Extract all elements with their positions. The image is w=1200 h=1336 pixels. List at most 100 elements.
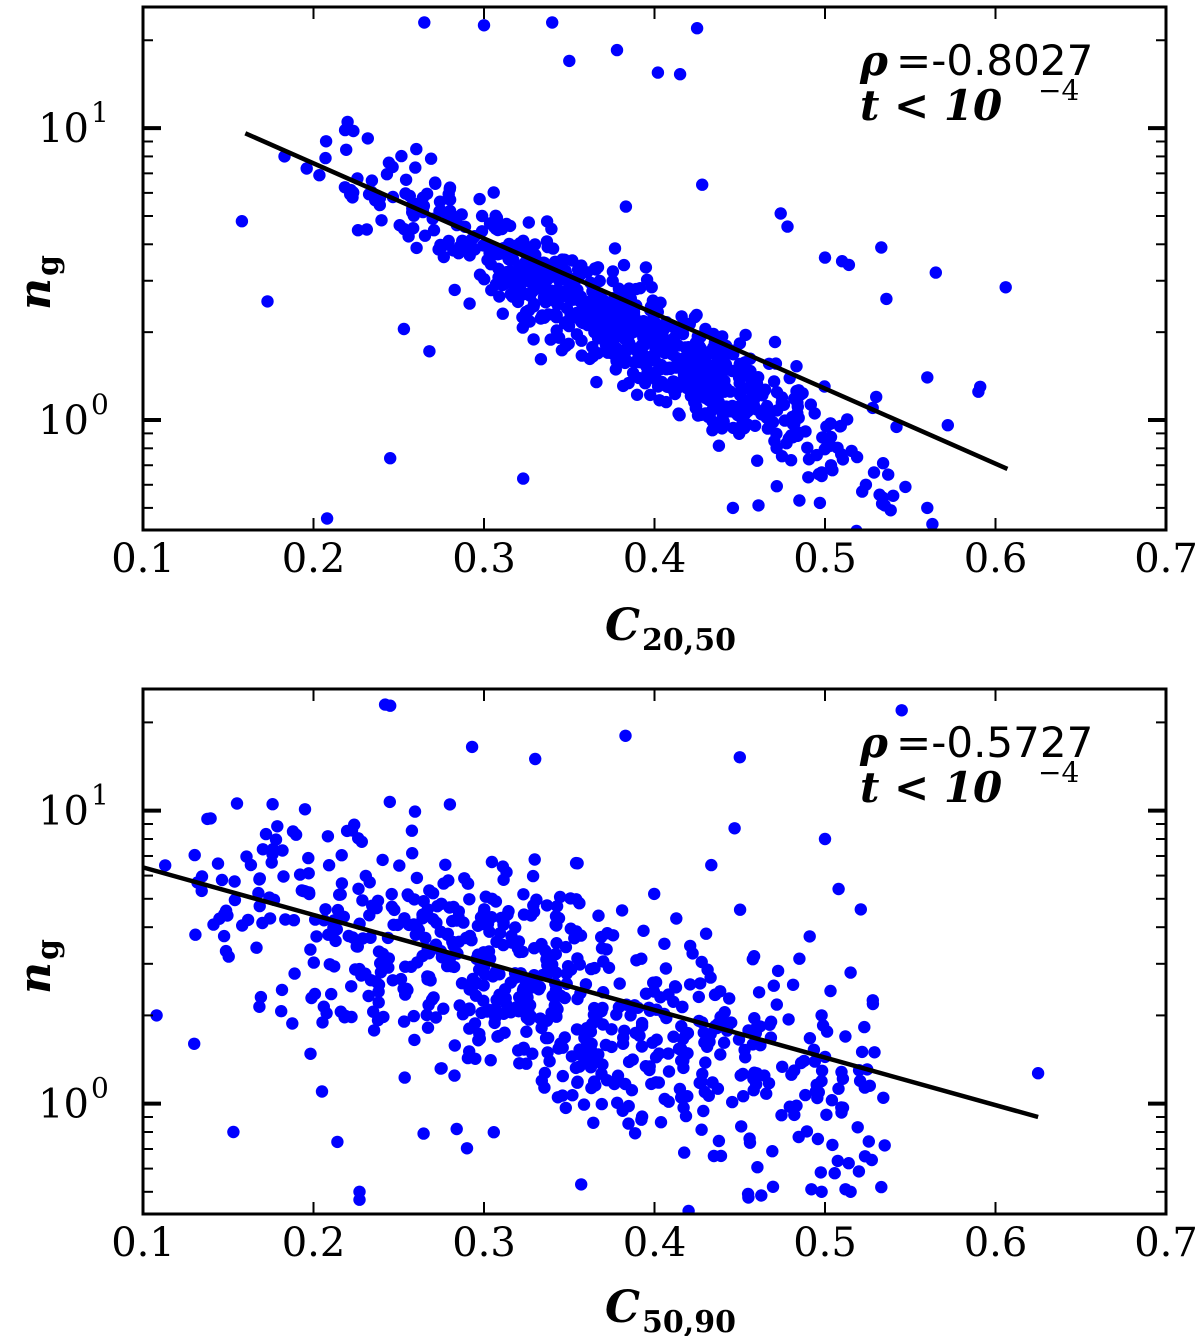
- data-point: [399, 187, 412, 200]
- data-point: [461, 877, 475, 890]
- data-point: [489, 1004, 502, 1017]
- data-point: [446, 914, 459, 928]
- data-point: [617, 379, 630, 393]
- x-tick-label: 0.2: [282, 536, 346, 582]
- data-point: [339, 1009, 352, 1023]
- data-point: [463, 893, 476, 906]
- data-point: [695, 955, 708, 969]
- data-point: [528, 238, 542, 251]
- data-point: [235, 215, 249, 228]
- data-point: [253, 873, 266, 886]
- data-point: [477, 994, 490, 1007]
- data-point: [466, 972, 480, 986]
- data-point: [477, 979, 490, 992]
- data-point: [297, 884, 310, 898]
- data-point: [650, 373, 663, 387]
- data-point: [670, 912, 683, 925]
- data-point: [718, 374, 731, 387]
- data-point: [626, 366, 640, 380]
- data-point: [548, 292, 561, 306]
- data-point: [929, 266, 942, 279]
- data-point: [408, 805, 422, 818]
- data-point: [577, 1098, 591, 1111]
- data-point: [328, 921, 341, 934]
- data-point: [367, 1024, 381, 1037]
- data-point: [747, 950, 761, 963]
- data-point: [635, 1016, 649, 1030]
- data-point: [832, 1082, 845, 1095]
- data-point: [341, 115, 354, 129]
- data-point: [770, 386, 784, 399]
- data-point: [595, 1097, 608, 1111]
- data-point: [431, 900, 444, 913]
- data-point: [496, 219, 509, 232]
- data-point: [317, 1000, 330, 1013]
- data-point: [286, 1017, 299, 1030]
- data-point: [748, 371, 761, 385]
- data-point: [619, 200, 633, 213]
- data-point: [887, 489, 900, 502]
- data-point: [831, 1154, 844, 1168]
- data-point: [833, 420, 847, 433]
- data-point: [550, 900, 564, 913]
- data-point: [600, 943, 613, 956]
- data-point: [353, 1193, 366, 1206]
- data-point: [319, 151, 332, 165]
- x-tick-label: 0.6: [964, 1220, 1028, 1266]
- data-point: [558, 991, 571, 1005]
- data-point: [293, 868, 307, 881]
- data-point: [315, 1085, 329, 1098]
- data-point: [423, 345, 436, 358]
- data-point: [706, 1076, 719, 1089]
- data-point: [824, 430, 838, 444]
- data-point: [304, 1047, 317, 1061]
- data-point: [712, 439, 726, 452]
- data-point: [852, 1165, 866, 1178]
- data-point: [588, 961, 601, 975]
- y-tick-exponent: 0: [91, 388, 109, 421]
- data-point: [735, 1120, 748, 1133]
- data-point: [492, 271, 505, 284]
- data-point: [204, 812, 217, 825]
- data-point: [815, 1074, 828, 1088]
- data-point: [683, 978, 697, 991]
- data-point: [625, 1084, 639, 1097]
- data-point: [393, 859, 406, 872]
- data-point: [325, 987, 338, 1001]
- data-point: [766, 1180, 780, 1194]
- data-point: [513, 284, 526, 297]
- data-point: [493, 290, 506, 303]
- data-point: [335, 849, 348, 862]
- data-point: [808, 407, 821, 420]
- data-point: [386, 974, 399, 987]
- data-point: [513, 991, 526, 1004]
- data-point: [608, 242, 622, 255]
- data-point: [347, 124, 360, 138]
- data-point: [541, 240, 554, 254]
- x-tick-label: 0.5: [793, 1220, 857, 1266]
- data-point: [437, 250, 450, 264]
- data-point: [651, 66, 665, 79]
- data-point: [499, 997, 513, 1010]
- data-point: [382, 961, 395, 974]
- data-point: [441, 208, 454, 221]
- data-point: [788, 417, 801, 430]
- data-point: [259, 827, 273, 841]
- x-axis-label: C: [605, 1282, 640, 1333]
- data-point: [322, 859, 336, 872]
- data-point: [825, 1094, 839, 1107]
- data-point: [421, 973, 434, 986]
- data-point: [362, 989, 375, 1003]
- data-point: [742, 1191, 755, 1204]
- data-point: [558, 1031, 571, 1044]
- data-point: [655, 329, 669, 342]
- data-point: [673, 1043, 687, 1056]
- data-point: [351, 940, 364, 953]
- y-axis-label: ng: [10, 255, 66, 310]
- data-point: [622, 1117, 635, 1130]
- data-point: [865, 1153, 878, 1167]
- data-point: [408, 893, 421, 906]
- data-point: [575, 1178, 588, 1191]
- data-point: [712, 1134, 726, 1148]
- data-point: [310, 930, 323, 943]
